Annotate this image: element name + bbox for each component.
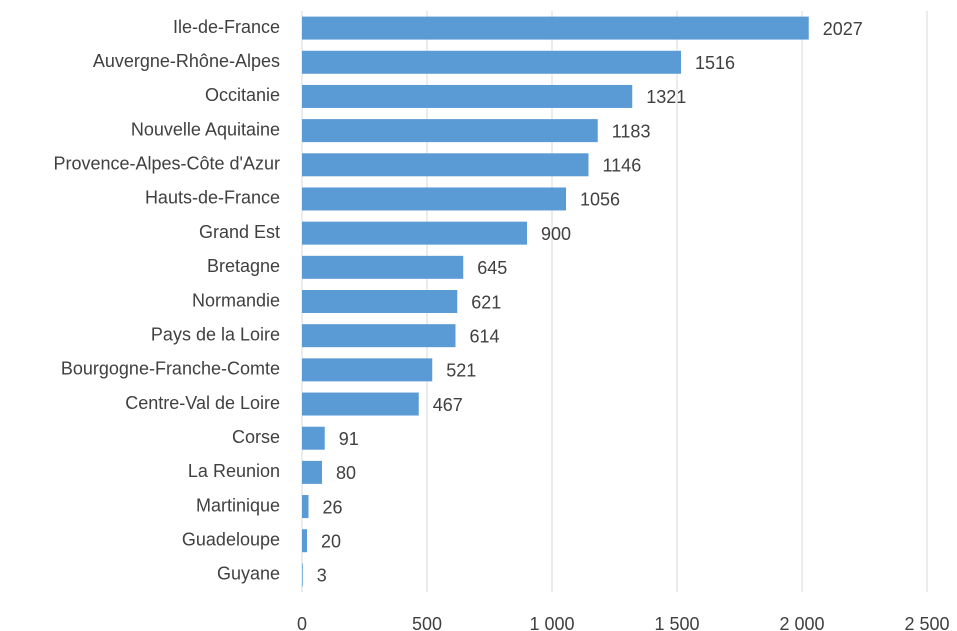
- bar: [302, 50, 681, 74]
- bar: [302, 255, 464, 279]
- x-tick-label: 2 500: [904, 614, 949, 631]
- bar: [302, 324, 456, 348]
- data-label: 645: [477, 258, 507, 278]
- bar: [302, 221, 527, 245]
- bar: [302, 119, 598, 143]
- data-label: 20: [321, 531, 341, 551]
- data-label: 26: [323, 497, 343, 517]
- bar: [302, 392, 419, 416]
- data-label: 3: [317, 566, 327, 586]
- y-tick-label: Hauts-de-France: [145, 188, 280, 208]
- data-label: 521: [446, 361, 476, 381]
- bar: [302, 426, 325, 450]
- y-tick-label: Provence-Alpes-Côte d'Azur: [53, 154, 280, 174]
- y-tick-label: Bretagne: [207, 256, 280, 276]
- data-label: 91: [339, 429, 359, 449]
- data-label: 1516: [695, 53, 735, 73]
- y-tick-label: Martinique: [196, 495, 280, 515]
- bar: [302, 16, 809, 40]
- y-tick-label: La Reunion: [188, 461, 280, 481]
- bar: [302, 153, 589, 177]
- bar: [302, 460, 322, 484]
- bar: [302, 290, 458, 313]
- y-tick-label: Corse: [232, 427, 280, 447]
- y-tick-label: Occitanie: [205, 85, 280, 105]
- data-label: 1056: [580, 190, 620, 210]
- bar: [302, 358, 433, 382]
- y-tick-label: Guadeloupe: [182, 529, 280, 549]
- data-label: 1183: [612, 121, 651, 141]
- bar: [302, 187, 566, 211]
- y-tick-label: Ile-de-France: [173, 17, 280, 37]
- y-tick-label: Bourgogne-Franche-Comte: [61, 359, 280, 379]
- y-tick-label: Nouvelle Aquitaine: [131, 119, 280, 139]
- x-tick-label: 1 500: [654, 614, 699, 631]
- y-tick-label: Auvergne-Rhône-Alpes: [93, 51, 280, 71]
- data-label: 900: [541, 224, 571, 244]
- data-label: 1321: [646, 87, 686, 107]
- y-tick-label: Pays de la Loire: [151, 324, 280, 344]
- data-label: 2027: [823, 19, 863, 39]
- bar: [302, 495, 309, 519]
- data-label: 621: [471, 292, 501, 312]
- x-tick-label: 1 000: [529, 614, 574, 631]
- y-tick-label: Normandie: [192, 290, 280, 310]
- x-tick-label: 0: [297, 614, 307, 631]
- data-label: 467: [433, 395, 463, 415]
- x-tick-label: 500: [412, 614, 442, 631]
- data-label: 80: [336, 463, 356, 483]
- y-tick-label: Guyane: [217, 564, 280, 584]
- data-label: 614: [470, 326, 500, 346]
- bar: [302, 84, 633, 108]
- y-tick-label: Grand Est: [199, 222, 280, 242]
- bar: [302, 563, 303, 587]
- bar: [302, 529, 307, 553]
- x-tick-label: 2 000: [779, 614, 824, 631]
- data-label: 1146: [603, 156, 642, 176]
- y-tick-label: Centre-Val de Loire: [125, 393, 280, 413]
